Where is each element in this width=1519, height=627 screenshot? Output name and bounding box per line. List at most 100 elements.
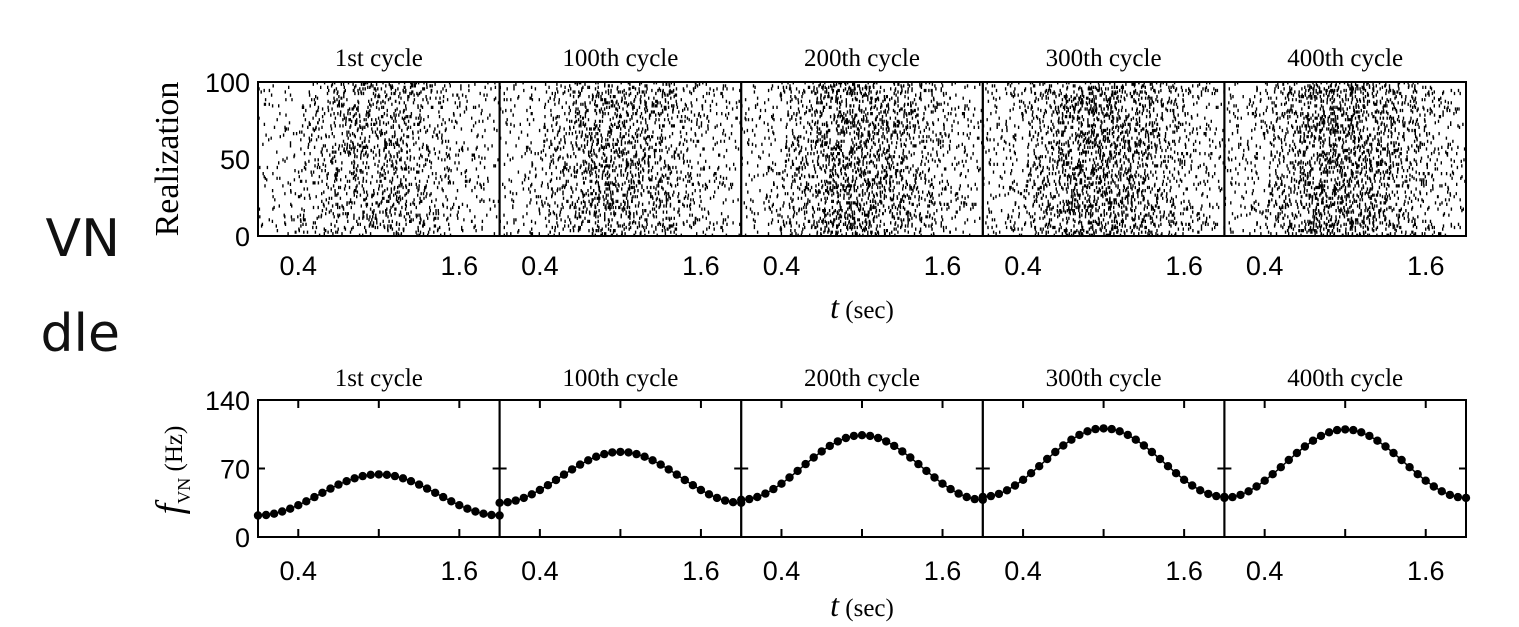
rate-data-point bbox=[696, 485, 706, 495]
rate-data-point bbox=[761, 489, 770, 498]
rate-data-point bbox=[938, 479, 947, 488]
rate-data-point bbox=[1284, 455, 1294, 465]
rate-data-point bbox=[632, 449, 641, 459]
raster-panel bbox=[498, 81, 743, 237]
rate-data-point bbox=[793, 466, 802, 476]
rate-data-point bbox=[1316, 431, 1326, 441]
rate-data-point bbox=[680, 475, 689, 485]
rate-data-point bbox=[1115, 427, 1124, 436]
rate-data-point bbox=[1453, 492, 1463, 502]
rate-data-point bbox=[1445, 490, 1455, 500]
raster-spikes bbox=[499, 81, 742, 237]
rate-data-point bbox=[310, 492, 319, 502]
rate-data-point bbox=[664, 465, 673, 474]
rate-panel bbox=[253, 399, 504, 538]
rate-data-point bbox=[350, 474, 359, 483]
rate-data-point bbox=[1204, 489, 1213, 499]
raster-x-tick-label: 0.4 bbox=[521, 251, 559, 281]
raster-x-tick-label: 1.6 bbox=[682, 251, 720, 281]
rate-data-point bbox=[777, 479, 786, 488]
rate-data-point bbox=[640, 452, 649, 461]
rate-data-point bbox=[1268, 470, 1277, 479]
rate-data-point bbox=[1397, 455, 1406, 465]
rate-data-point bbox=[1429, 482, 1439, 491]
rate-panel-frame bbox=[498, 399, 743, 538]
rate-panel bbox=[978, 399, 1229, 538]
rate-data-point bbox=[962, 492, 971, 502]
rate-data-point bbox=[1163, 462, 1173, 471]
rate-data-point bbox=[1357, 428, 1366, 437]
rate-data-point bbox=[358, 471, 367, 481]
rate-data-point bbox=[1018, 475, 1028, 484]
rate-data-point bbox=[1155, 454, 1165, 464]
raster-panel bbox=[1223, 81, 1468, 237]
rate-data-point bbox=[712, 493, 722, 503]
rate-data-point bbox=[1252, 482, 1261, 491]
rate-data-point bbox=[745, 494, 754, 504]
rate-data-point bbox=[865, 431, 875, 441]
rate-data-point bbox=[1373, 436, 1382, 445]
rate-data-point bbox=[769, 484, 778, 494]
rate-data-point bbox=[269, 509, 279, 518]
rate-data-point bbox=[463, 504, 472, 513]
rate-data-point bbox=[1228, 492, 1237, 502]
rate-data-point bbox=[302, 497, 311, 506]
rate-data-point bbox=[559, 470, 569, 479]
rate-data-point bbox=[1107, 424, 1116, 434]
rate-data-point bbox=[1067, 435, 1076, 444]
raster-x-tick-label: 0.4 bbox=[763, 251, 801, 281]
rate-data-point bbox=[1083, 427, 1092, 436]
rate-panel-title: 1st cycle bbox=[335, 365, 423, 392]
raster-panel-frame bbox=[257, 81, 501, 237]
rate-x-tick-label: 0.4 bbox=[763, 556, 801, 586]
rate-data-point bbox=[906, 453, 915, 462]
rate-data-point bbox=[728, 498, 738, 507]
raster-panel-title: 300th cycle bbox=[1046, 45, 1162, 72]
raster-spikes bbox=[1224, 81, 1467, 237]
rate-data-point bbox=[1139, 441, 1149, 450]
rate-panel-title: 400th cycle bbox=[1287, 365, 1403, 392]
rate-chart: 1st cycle 0.4 1.6 100th cycle 0.4 1.6 200th cy… bbox=[149, 365, 1471, 623]
rate-data-point bbox=[543, 481, 553, 490]
raster-x-tick-label: 1.6 bbox=[441, 251, 479, 281]
rate-x-tick-label: 0.4 bbox=[1004, 556, 1042, 586]
rate-data-point bbox=[1244, 487, 1253, 496]
raster-x-tick-label: 1.6 bbox=[924, 251, 962, 281]
rate-data-point bbox=[656, 460, 665, 469]
rate-data-point bbox=[1413, 470, 1422, 479]
rate-data-point bbox=[535, 485, 545, 495]
rate-panel-frame bbox=[257, 399, 501, 538]
raster-y-tick-label: 50 bbox=[220, 145, 250, 175]
rate-data-point bbox=[1341, 425, 1350, 434]
rate-data-point bbox=[253, 511, 263, 520]
rate-data-point bbox=[616, 447, 625, 457]
rate-x-tick-label: 1.6 bbox=[1407, 556, 1445, 586]
rate-data-point bbox=[455, 501, 464, 510]
rate-data-point bbox=[1236, 490, 1245, 500]
raster-spikes bbox=[258, 81, 500, 237]
rate-panel-title: 100th cycle bbox=[562, 365, 678, 392]
raster-panel-title: 400th cycle bbox=[1287, 45, 1403, 72]
rate-data-point bbox=[1292, 448, 1302, 458]
rate-data-point bbox=[261, 510, 271, 520]
rate-data-point bbox=[551, 475, 561, 485]
rate-x-tick-label: 1.6 bbox=[682, 556, 720, 586]
raster-y-tick-label: 100 bbox=[205, 68, 250, 98]
raster-panel bbox=[740, 81, 984, 237]
raster-spikes bbox=[982, 81, 1226, 237]
rate-data-point bbox=[1026, 469, 1036, 478]
rate-x-tick-label: 0.4 bbox=[1246, 556, 1284, 586]
raster-x-tick-label: 0.4 bbox=[279, 251, 317, 281]
rate-data-point bbox=[286, 504, 295, 513]
rate-data-point bbox=[648, 456, 657, 465]
rate-data-point bbox=[833, 437, 842, 446]
rate-data-point bbox=[954, 489, 963, 498]
rate-data-point bbox=[688, 481, 698, 490]
rate-panel bbox=[737, 399, 987, 538]
rate-data-point bbox=[857, 431, 867, 440]
rate-data-point bbox=[1002, 486, 1012, 495]
rate-data-point bbox=[431, 488, 440, 497]
rate-data-point bbox=[624, 448, 633, 457]
rate-data-point bbox=[567, 465, 577, 474]
rate-data-point bbox=[414, 480, 424, 489]
